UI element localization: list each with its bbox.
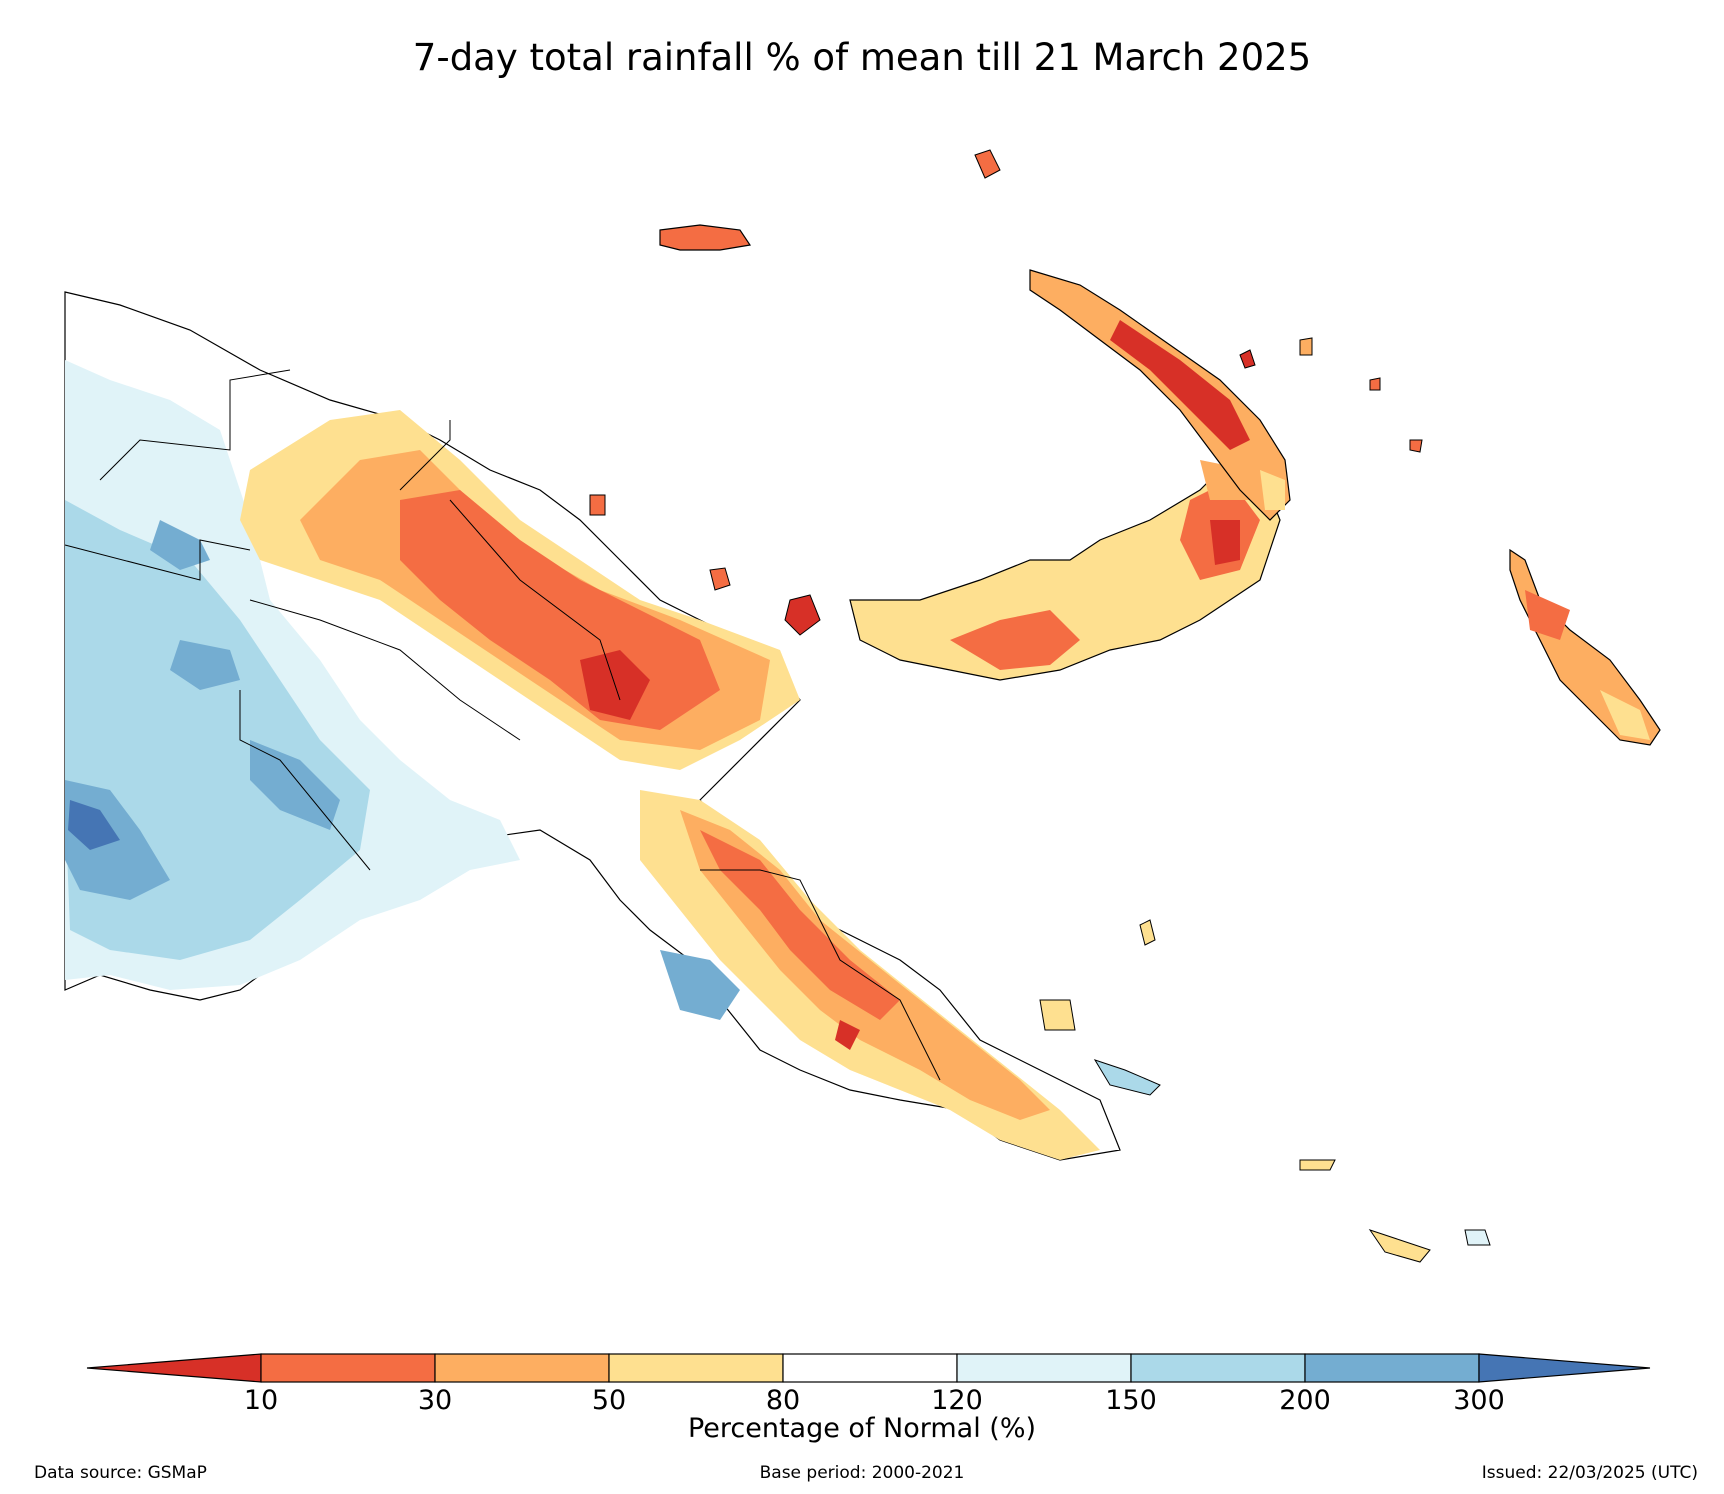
colorbar-tick-200: 200 xyxy=(1279,1385,1331,1416)
province-boundaries xyxy=(64,369,941,1081)
bougainville xyxy=(1509,548,1661,746)
colorbar-under-arrow xyxy=(86,1353,262,1383)
colorbar xyxy=(86,1353,1651,1383)
colorbar-tick-50: 50 xyxy=(591,1385,627,1416)
new-britain xyxy=(849,459,1281,681)
colorbar-tick-300: 300 xyxy=(1453,1385,1505,1416)
colorbar-segments xyxy=(86,1353,1651,1383)
colorbar-tick-150: 150 xyxy=(1105,1385,1157,1416)
colorbar-bin-50-80 xyxy=(608,1353,784,1383)
colorbar-tick-30: 30 xyxy=(417,1385,453,1416)
rainfall-map xyxy=(64,149,1661,1263)
colorbar-bin-150-200 xyxy=(1130,1353,1306,1383)
new-ireland xyxy=(1029,269,1291,521)
data-source: Data source: GSMaP xyxy=(34,1463,207,1483)
manus xyxy=(659,224,752,251)
colorbar-bin-10-30 xyxy=(260,1353,436,1383)
colorbar-bin-120-150 xyxy=(956,1353,1132,1383)
base-period: Base period: 2000-2021 xyxy=(759,1463,965,1483)
colorbar-tick-10: 10 xyxy=(243,1385,279,1416)
colorbar-tick-80: 80 xyxy=(765,1385,801,1416)
colorbar-tick-120: 120 xyxy=(931,1385,983,1416)
issued-date: Issued: 22/03/2025 (UTC) xyxy=(1481,1463,1698,1483)
colorbar-bin-200-300 xyxy=(1304,1353,1480,1383)
small-islands xyxy=(589,149,1491,1263)
colorbar-bin-80-120 xyxy=(782,1353,958,1383)
colorbar-title: Percentage of Normal (%) xyxy=(687,1413,1037,1444)
colorbar-over-arrow xyxy=(1478,1353,1651,1383)
colorbar-bin-30-50 xyxy=(434,1353,610,1383)
map-title: 7-day total rainfall % of mean till 21 M… xyxy=(412,36,1312,79)
